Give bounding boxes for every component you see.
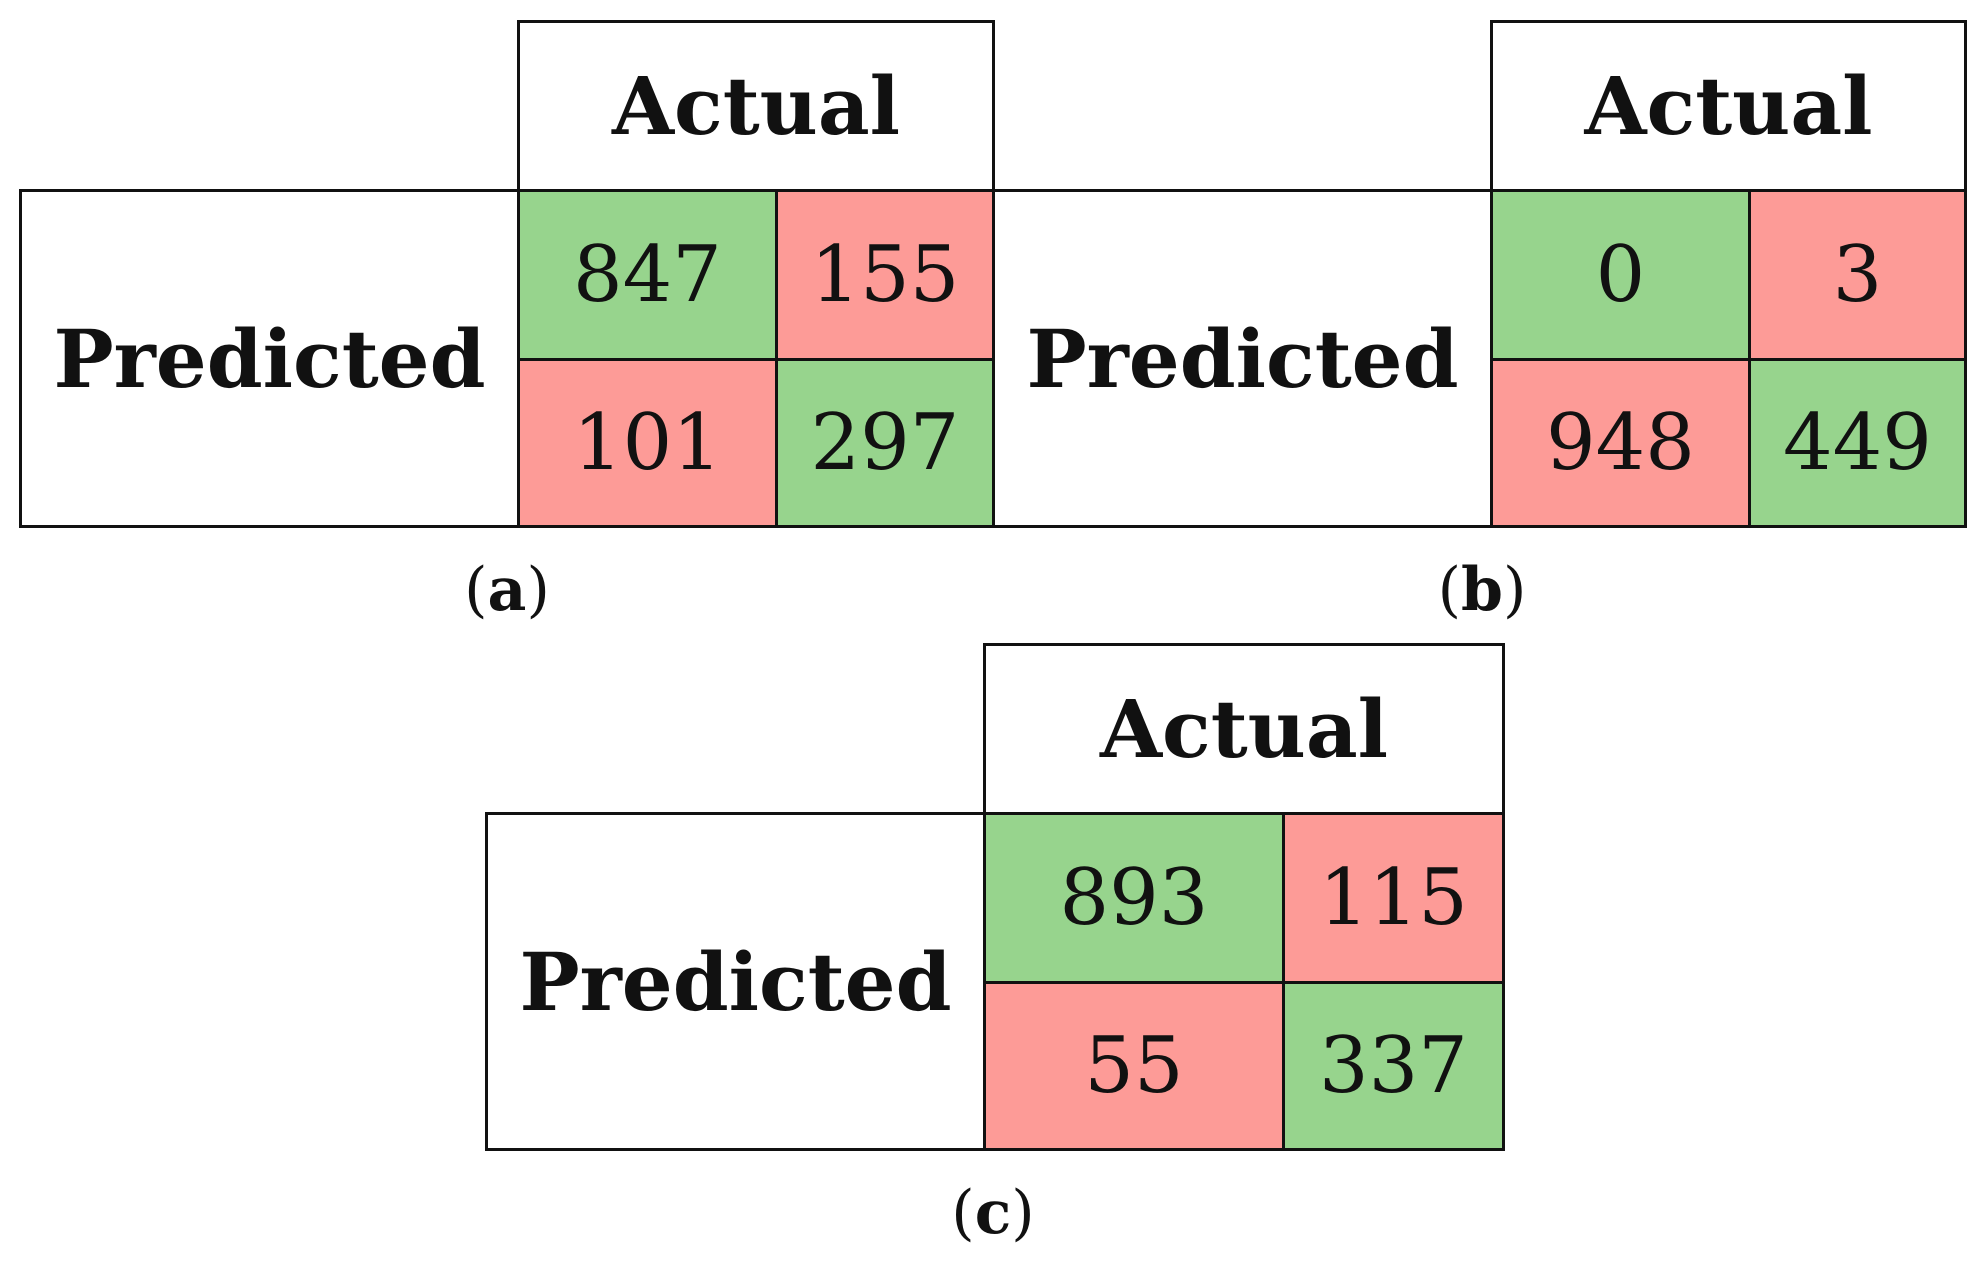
cell-value: 101 <box>573 398 722 488</box>
cell-value: 948 <box>1546 398 1695 488</box>
actual-header-label: Actual <box>1584 59 1873 153</box>
actual-header: Actual <box>1490 20 1967 192</box>
cell-value: 115 <box>1319 853 1468 943</box>
predicted-header-label: Predicted <box>53 311 486 406</box>
cell-value: 3 <box>1832 230 1883 320</box>
cell-value: 297 <box>810 398 960 488</box>
cell-r2-c1: 101 <box>517 358 778 528</box>
cell-value: 55 <box>1084 1021 1184 1111</box>
cell-r1-c2: 115 <box>1282 812 1505 984</box>
predicted-header-label: Predicted <box>1026 311 1459 406</box>
cell-value: 847 <box>573 230 722 320</box>
actual-header: Actual <box>517 20 995 192</box>
caption-a: (a) <box>464 555 550 625</box>
cell-r1-c2: 155 <box>775 189 995 361</box>
cell-r2-c1: 55 <box>983 981 1285 1151</box>
cell-r1-c2: 3 <box>1748 189 1967 361</box>
cell-r2-c1: 948 <box>1490 358 1751 528</box>
caption-c: (c) <box>951 1178 1035 1248</box>
cell-r1-c1: 847 <box>517 189 778 361</box>
cell-value: 155 <box>810 230 960 320</box>
predicted-header: Predicted <box>19 189 520 528</box>
caption-letter: c <box>974 1178 1012 1248</box>
actual-header: Actual <box>983 643 1505 815</box>
predicted-header: Predicted <box>485 812 986 1151</box>
cell-r1-c1: 893 <box>983 812 1285 984</box>
cell-r2-c2: 297 <box>775 358 995 528</box>
cell-value: 893 <box>1059 853 1209 943</box>
actual-header-label: Actual <box>1099 682 1389 776</box>
caption-letter: b <box>1461 555 1503 625</box>
cell-value: 0 <box>1595 230 1646 320</box>
caption-b: (b) <box>1437 555 1527 625</box>
cell-value: 449 <box>1783 398 1932 488</box>
predicted-header: Predicted <box>992 189 1493 528</box>
cell-value: 337 <box>1319 1021 1468 1111</box>
cell-r2-c2: 337 <box>1282 981 1505 1151</box>
cell-r1-c1: 0 <box>1490 189 1751 361</box>
caption-letter: a <box>487 555 527 625</box>
cell-r2-c2: 449 <box>1748 358 1967 528</box>
predicted-header-label: Predicted <box>519 934 952 1029</box>
actual-header-label: Actual <box>611 59 901 153</box>
